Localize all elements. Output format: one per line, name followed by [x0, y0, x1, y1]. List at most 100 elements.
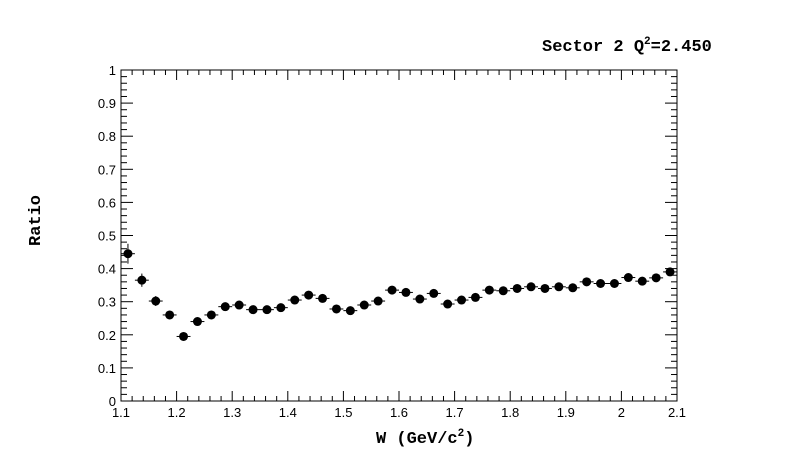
x-tick-label: 2	[618, 405, 625, 420]
data-point	[510, 283, 525, 293]
data-point	[399, 287, 413, 297]
data-point	[260, 305, 274, 315]
marker	[498, 286, 508, 296]
marker	[387, 285, 397, 295]
plot-frame	[120, 69, 678, 402]
chart-title-superscript: 2	[644, 36, 651, 48]
data-point	[663, 267, 677, 277]
data-point	[273, 303, 288, 313]
marker	[554, 282, 564, 292]
marker	[192, 317, 202, 327]
data-point	[148, 296, 163, 307]
marker	[220, 302, 230, 312]
x-tick-label: 1.4	[279, 405, 297, 420]
data-point	[412, 294, 427, 304]
x-axis-title-superscript: 2	[458, 428, 465, 440]
y-tick-label: 0	[109, 394, 116, 409]
marker	[331, 304, 341, 314]
marker	[318, 293, 328, 303]
marker	[582, 277, 592, 287]
marker	[206, 310, 216, 320]
marker	[526, 282, 536, 292]
marker	[123, 249, 133, 259]
y-tick-label: 0.9	[98, 96, 116, 111]
data-point	[538, 283, 552, 293]
y-tick-label: 0.5	[98, 229, 116, 244]
data-point	[385, 285, 399, 295]
data-point	[232, 300, 247, 310]
marker	[137, 275, 147, 285]
x-axis-title: W (GeV/c2)	[376, 428, 474, 449]
marker	[415, 294, 425, 304]
y-tick-label: 0.8	[98, 129, 116, 144]
data-point	[218, 302, 233, 312]
x-tick-label: 1.5	[334, 405, 352, 420]
data-point	[315, 293, 330, 303]
marker	[276, 303, 286, 313]
data-point	[579, 277, 594, 287]
marker	[262, 305, 272, 315]
marker	[623, 273, 633, 283]
marker	[596, 278, 606, 288]
data-point	[496, 286, 511, 296]
marker	[345, 306, 355, 316]
data-point	[426, 288, 441, 298]
marker	[429, 288, 439, 298]
data-point	[649, 273, 664, 283]
data-point	[593, 278, 608, 288]
marker	[248, 305, 258, 315]
x-tick-label: 1.2	[168, 405, 186, 420]
y-tick-label: 1	[109, 63, 116, 78]
marker	[665, 267, 675, 277]
y-axis: 0 0.1 0.2 0.3 0.4 0.5 0.6 0.7 0.8 0.9 1	[98, 63, 677, 409]
marker	[637, 276, 647, 286]
y-tick-label: 0.4	[98, 262, 116, 277]
data-point	[162, 310, 177, 320]
data-point	[329, 304, 344, 314]
data-point	[343, 306, 358, 316]
data-point	[287, 295, 302, 305]
y-tick-label: 0.6	[98, 195, 116, 210]
data-point	[134, 273, 149, 287]
data-point	[482, 285, 497, 295]
marker	[609, 278, 619, 288]
data-point	[204, 310, 219, 320]
data-point	[301, 290, 316, 300]
marker	[512, 283, 522, 293]
y-tick-label: 0.7	[98, 162, 116, 177]
marker	[165, 310, 175, 320]
marker	[457, 295, 467, 305]
data-point	[607, 278, 622, 288]
data-point	[357, 300, 372, 310]
x-tick-label: 1.9	[557, 405, 575, 420]
marker	[443, 299, 453, 309]
marker	[234, 300, 244, 310]
data-points	[121, 243, 677, 341]
x-tick-label: 2.1	[668, 405, 686, 420]
data-point	[121, 243, 135, 264]
marker	[304, 290, 314, 300]
marker	[540, 283, 550, 293]
data-point	[551, 282, 566, 292]
data-point	[565, 283, 580, 293]
data-point	[190, 317, 205, 327]
x-tick-label: 1.6	[390, 405, 408, 420]
data-point	[524, 282, 538, 292]
marker	[290, 295, 300, 305]
x-axis: 1.1 1.2 1.3 1.4 1.5 1.6 1.7 1.8 1.9 2 2.1	[112, 70, 686, 420]
marker	[373, 296, 383, 306]
marker	[401, 287, 411, 297]
marker	[359, 300, 369, 310]
marker	[151, 296, 161, 306]
y-tick-label: 0.1	[98, 361, 116, 376]
x-tick-label: 1.7	[446, 405, 464, 420]
data-point	[176, 331, 191, 341]
chart-title: Sector 2 Q2=2.450	[542, 36, 712, 57]
marker	[470, 292, 480, 302]
marker	[568, 283, 578, 293]
x-tick-label: 1.3	[223, 405, 241, 420]
x-tick-label: 1.8	[501, 405, 519, 420]
y-tick-label: 0.3	[98, 295, 116, 310]
data-point	[371, 296, 386, 306]
